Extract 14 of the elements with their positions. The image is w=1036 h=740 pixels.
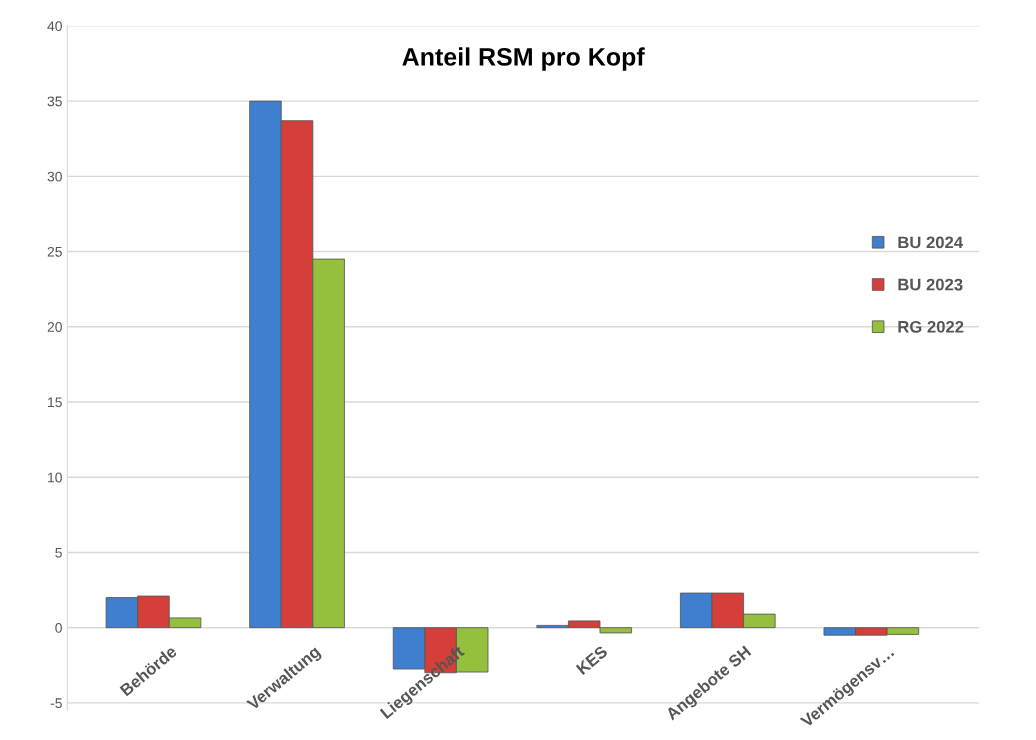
text: Anteil RSM pro Kopf <box>402 47 645 71</box>
legend-label: BU 2024 <box>898 236 964 249</box>
y-tick-label: 5 <box>55 547 62 558</box>
y-tick-label: 30 <box>47 171 62 182</box>
y-tick-label: 35 <box>47 96 62 107</box>
y-tick-label: 25 <box>47 246 62 257</box>
legend-label: RG 2022 <box>898 320 964 333</box>
y-tick-label: -5 <box>50 698 62 709</box>
y-tick-label: 10 <box>48 472 62 483</box>
y-tick-label: 20 <box>47 322 62 332</box>
legend-label: BU 2023 <box>898 278 963 291</box>
y-tick-label: 15 <box>48 397 62 408</box>
y-tick-label: 40 <box>47 21 62 32</box>
y-tick-label: 0 <box>55 622 62 633</box>
